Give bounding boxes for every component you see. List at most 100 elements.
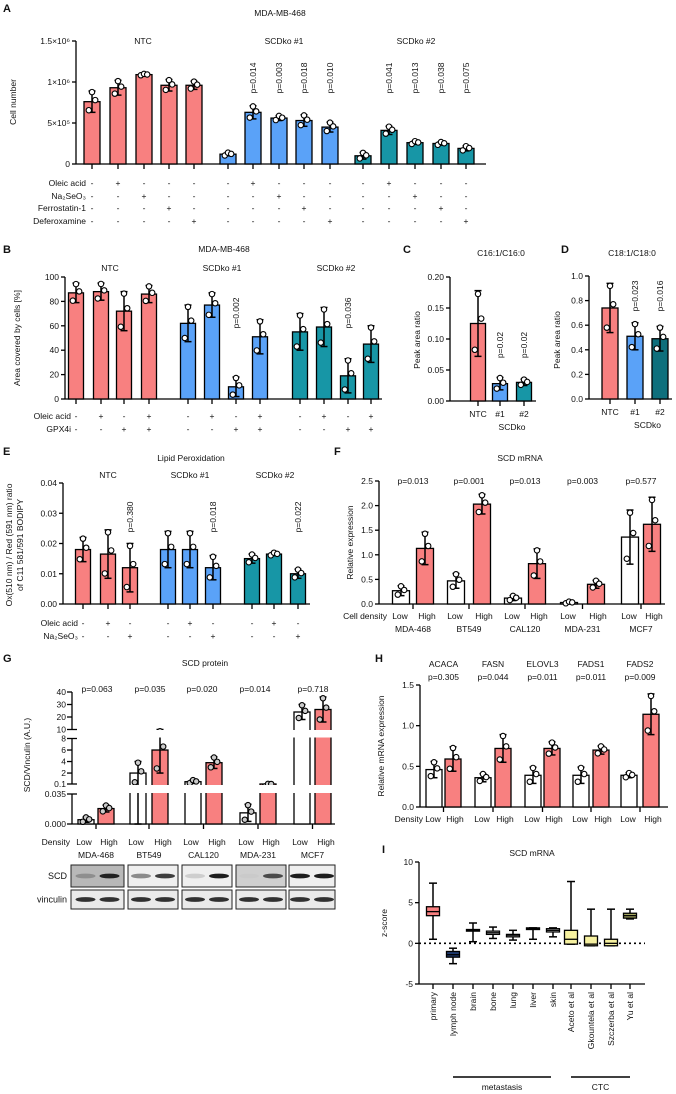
condition-value: - <box>107 631 110 641</box>
y-tick-label: 0 <box>408 938 413 948</box>
y-tick-label: 1.0 <box>571 271 583 281</box>
x-axis-label: Cell density <box>343 611 388 621</box>
data-point <box>449 583 457 591</box>
condition-label: GPX4i <box>46 424 71 434</box>
data-point <box>227 150 235 158</box>
data-point <box>209 553 217 561</box>
y-tick-label: 0.8 <box>571 296 583 306</box>
box <box>603 938 619 947</box>
p-value-label: p=0.018 <box>299 62 309 93</box>
condition-value: - <box>82 618 85 628</box>
data-point <box>499 732 507 740</box>
condition-value: - <box>82 631 85 641</box>
p-value-label: p=0.075 <box>461 62 471 93</box>
p-value-label: p=0.003 <box>274 62 284 93</box>
condition-value: + <box>277 191 282 201</box>
condition-value: - <box>299 424 302 434</box>
data-point <box>421 530 429 538</box>
y-tick-label: 4 <box>61 757 66 767</box>
category-label: #1 <box>630 407 640 417</box>
category-label: MDA-231 <box>240 850 276 860</box>
data-point <box>418 558 426 565</box>
condition-value: + <box>192 216 197 226</box>
p-value-label: p=0.041 <box>384 62 394 93</box>
protein-band <box>99 873 120 879</box>
data-point <box>400 586 408 594</box>
condition-value: - <box>193 203 196 213</box>
density-label-high: High <box>262 837 280 847</box>
protein-band <box>239 874 259 879</box>
condition-value: - <box>252 191 255 201</box>
condition-value: + <box>258 424 263 434</box>
condition-value: + <box>272 618 277 628</box>
density-label-low: Low <box>128 837 144 847</box>
group-label: SCDko #2 <box>256 470 295 480</box>
p-value-label: p=0.013 <box>510 476 541 486</box>
data-point <box>297 121 305 129</box>
condition-value: - <box>299 411 302 421</box>
data-point <box>356 155 364 162</box>
y-tick-label: 1.0 <box>402 721 414 731</box>
data-point <box>455 576 463 584</box>
category-label: #1 <box>495 409 505 419</box>
p-value-label: p=0.013 <box>410 62 420 93</box>
category-label: MDA-231 <box>565 624 601 634</box>
data-point <box>91 96 99 104</box>
condition-value: - <box>414 178 417 188</box>
data-point <box>414 139 422 146</box>
y-axis-label: Peak area ratio <box>412 311 422 369</box>
category-label: Szczerba et al <box>606 992 616 1046</box>
data-point <box>100 287 108 294</box>
data-point <box>192 778 200 785</box>
data-point <box>88 88 96 96</box>
condition-value: - <box>143 178 146 188</box>
condition-label: Ferrostatin-1 <box>38 203 86 213</box>
data-point <box>317 339 325 346</box>
condition-value: - <box>440 178 443 188</box>
axis-break <box>78 785 338 793</box>
y-tick-label: 5×10⁵ <box>47 118 70 128</box>
p-value-label: p=0.020 <box>187 684 218 694</box>
data-point <box>471 346 479 354</box>
y-tick-label: 0.02 <box>40 539 57 549</box>
data-point <box>232 374 240 382</box>
data-point <box>212 562 220 570</box>
western-blot-scd <box>181 864 233 888</box>
data-point <box>131 779 139 786</box>
y-tick-label: 1.5 <box>402 680 414 690</box>
category-label: BT549 <box>456 624 481 634</box>
p-value-label: p=0.002 <box>231 297 241 328</box>
density-label-low: Low <box>183 837 199 847</box>
gene-label: ACACA <box>429 659 459 669</box>
y-axis-label: z-score <box>379 909 389 937</box>
protein-band <box>185 897 205 902</box>
condition-value: - <box>323 424 326 434</box>
data-point <box>297 569 305 577</box>
data-point <box>322 704 330 711</box>
density-label-high: High <box>496 814 514 824</box>
condition-value: - <box>297 618 300 628</box>
density-label-high: High <box>594 814 612 824</box>
p-value-label: p=0.014 <box>240 684 271 694</box>
y-tick-label: 1.0 <box>361 550 373 560</box>
data-point <box>323 127 331 135</box>
category-label: Gkountela et al <box>586 992 596 1049</box>
protein-band <box>239 897 259 902</box>
box <box>583 935 599 947</box>
data-point <box>474 290 482 298</box>
y-tick-label: 0.15 <box>427 303 444 313</box>
density-label-high: High <box>446 814 464 824</box>
data-point <box>79 818 87 826</box>
data-point <box>161 560 169 568</box>
condition-label: Oleic acid <box>41 618 79 628</box>
condition-value: - <box>168 191 171 201</box>
y-tick-label: 10 <box>57 725 67 735</box>
data-point <box>481 499 489 506</box>
data-point <box>244 801 252 809</box>
condition-value: + <box>167 203 172 213</box>
data-point <box>651 516 659 524</box>
panel-letter-d: D <box>561 244 569 256</box>
bar <box>109 87 127 165</box>
density-label-low: Low <box>425 814 441 824</box>
data-point <box>123 583 131 591</box>
